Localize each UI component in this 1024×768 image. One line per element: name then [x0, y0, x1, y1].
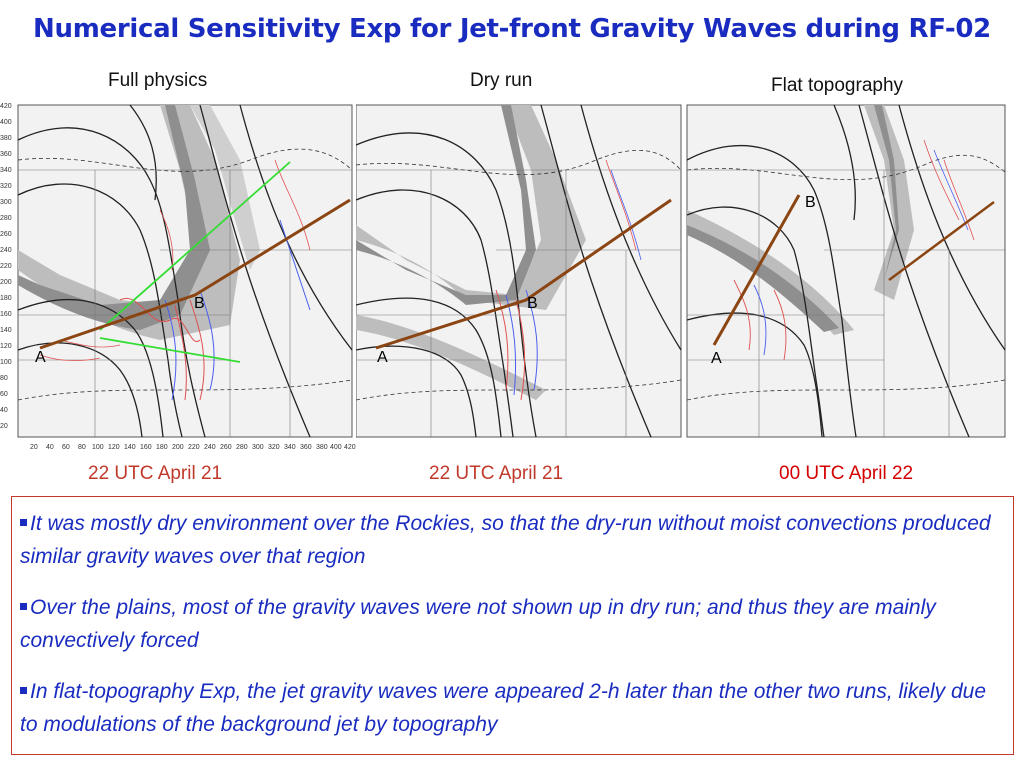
bullet-item: In flat-topography Exp, the jet gravity … — [20, 680, 987, 736]
svg-text:300: 300 — [252, 444, 264, 451]
bullet-square-icon — [20, 519, 27, 526]
svg-text:140: 140 — [0, 327, 12, 334]
map-dry-run: A B — [356, 100, 684, 455]
svg-text:360: 360 — [300, 444, 312, 451]
point-b-label: B — [805, 194, 816, 211]
svg-text:180: 180 — [0, 295, 12, 302]
svg-text:360: 360 — [0, 151, 12, 158]
svg-text:320: 320 — [0, 183, 12, 190]
bullet-square-icon — [20, 687, 27, 694]
point-a-label: A — [35, 349, 46, 366]
bullet-item: It was mostly dry environment over the R… — [20, 512, 991, 568]
svg-text:160: 160 — [0, 311, 12, 318]
svg-text:380: 380 — [0, 135, 12, 142]
svg-text:240: 240 — [0, 247, 12, 254]
svg-text:420: 420 — [0, 103, 12, 110]
svg-text:200: 200 — [172, 444, 184, 451]
svg-text:240: 240 — [204, 444, 216, 451]
x-axis-ticks: 20 40 60 80 100 120 140 160 180 200 220 … — [30, 444, 356, 451]
svg-text:20: 20 — [0, 423, 8, 430]
svg-text:160: 160 — [140, 444, 152, 451]
svg-text:260: 260 — [0, 231, 12, 238]
svg-text:320: 320 — [268, 444, 280, 451]
svg-text:280: 280 — [236, 444, 248, 451]
svg-text:80: 80 — [78, 444, 86, 451]
svg-text:120: 120 — [0, 343, 12, 350]
panel-label-flat-topography: Flat topography — [771, 75, 904, 96]
svg-text:60: 60 — [0, 391, 8, 398]
map-flat-topography: A B — [684, 100, 1016, 455]
time-label-flat-topography: 00 UTC April 22 — [779, 463, 914, 484]
map-full-physics: A B 420 400 380 360 340 320 300 280 260 … — [0, 100, 356, 455]
svg-text:340: 340 — [284, 444, 296, 451]
point-a-label: A — [377, 349, 388, 366]
svg-text:280: 280 — [0, 215, 12, 222]
svg-text:20: 20 — [30, 444, 38, 451]
svg-text:420: 420 — [344, 444, 356, 451]
svg-text:260: 260 — [220, 444, 232, 451]
time-label-dry-run: 22 UTC April 21 — [429, 463, 564, 484]
svg-text:400: 400 — [330, 444, 342, 451]
panel-label-dry-run: Dry run — [470, 70, 533, 91]
bullet-square-icon — [20, 603, 27, 610]
point-b-label: B — [194, 295, 205, 312]
svg-text:80: 80 — [0, 375, 8, 382]
svg-text:60: 60 — [62, 444, 70, 451]
svg-text:200: 200 — [0, 279, 12, 286]
svg-text:120: 120 — [108, 444, 120, 451]
time-label-full-physics: 22 UTC April 21 — [88, 463, 223, 484]
svg-text:220: 220 — [188, 444, 200, 451]
summary-box: It was mostly dry environment over the R… — [11, 496, 1014, 755]
svg-text:140: 140 — [124, 444, 136, 451]
y-axis-ticks: 420 400 380 360 340 320 300 280 260 240 … — [0, 103, 12, 430]
slide-title: Numerical Sensitivity Exp for Jet-front … — [33, 14, 991, 44]
svg-text:220: 220 — [0, 263, 12, 270]
svg-text:400: 400 — [0, 119, 12, 126]
point-b-label: B — [527, 295, 538, 312]
svg-text:40: 40 — [46, 444, 54, 451]
panel-label-full-physics: Full physics — [108, 70, 208, 91]
svg-text:40: 40 — [0, 407, 8, 414]
point-a-label: A — [711, 350, 722, 367]
svg-text:100: 100 — [92, 444, 104, 451]
svg-text:180: 180 — [156, 444, 168, 451]
svg-text:380: 380 — [316, 444, 328, 451]
svg-text:300: 300 — [0, 199, 12, 206]
svg-text:340: 340 — [0, 167, 12, 174]
bullet-item: Over the plains, most of the gravity wav… — [20, 596, 936, 652]
svg-text:100: 100 — [0, 359, 12, 366]
